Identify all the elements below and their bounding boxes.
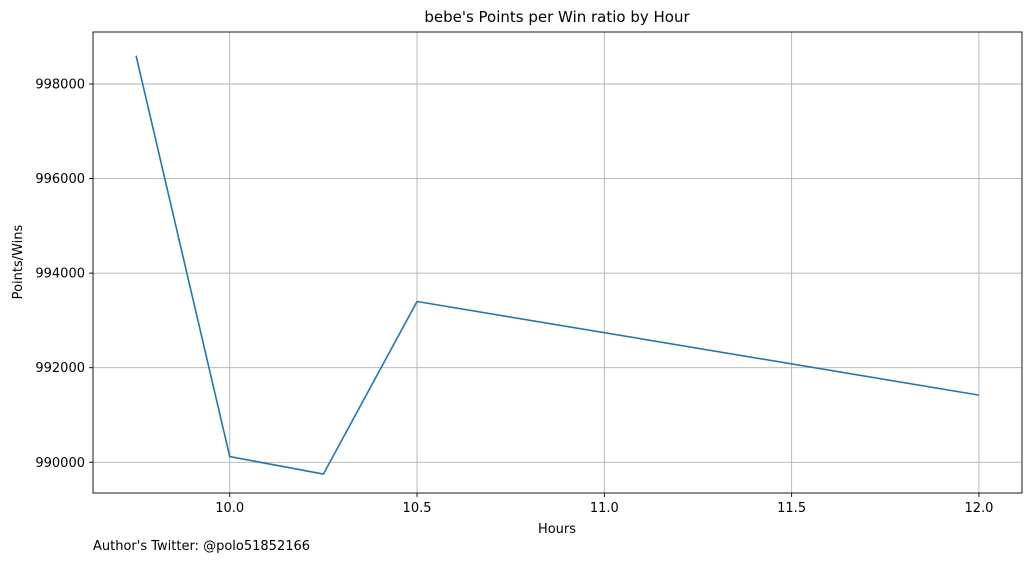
x-axis-label: Hours	[538, 522, 576, 537]
y-axis-ticks: 990000 992000 994000 996000 998000	[35, 78, 93, 471]
x-tick-label: 10.5	[403, 501, 432, 516]
x-tick-label: 10.0	[215, 501, 244, 516]
grid-lines	[93, 32, 1022, 493]
chart-title: bebe's Points per Win ratio by Hour	[424, 8, 690, 26]
x-tick-label: 11.5	[777, 501, 806, 516]
y-tick-label: 990000	[35, 456, 85, 471]
author-credit: Author's Twitter: @polo51852166	[93, 539, 310, 554]
x-tick-label: 11.0	[590, 501, 619, 516]
y-tick-label: 998000	[35, 78, 85, 93]
y-tick-label: 994000	[35, 267, 85, 282]
plot-frame	[92, 31, 1023, 494]
x-tick-label: 12.0	[964, 501, 993, 516]
y-axis-label: Points/Wins	[11, 224, 26, 299]
y-tick-label: 992000	[35, 361, 85, 376]
x-axis-ticks: 10.0 10.5 11.0 11.5 12.0	[215, 493, 993, 516]
series-layer	[135, 55, 980, 475]
series-line	[135, 55, 980, 475]
y-tick-label: 996000	[35, 172, 85, 187]
